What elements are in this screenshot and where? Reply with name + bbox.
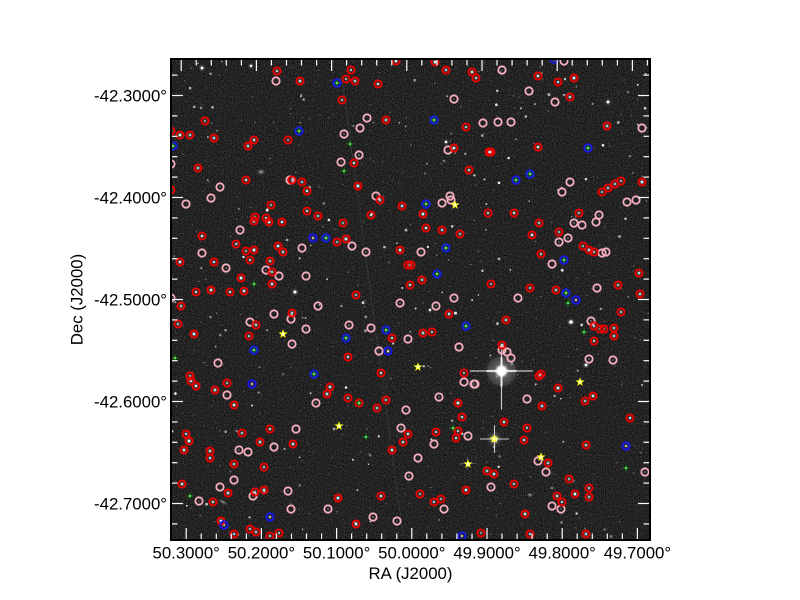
svg-text:-42.4000°: -42.4000° — [94, 189, 167, 208]
svg-text:-42.3000°: -42.3000° — [94, 87, 167, 106]
svg-text:50.3000°: 50.3000° — [153, 544, 220, 563]
svg-text:Dec (J2000): Dec (J2000) — [68, 254, 87, 345]
svg-text:50.0000°: 50.0000° — [378, 544, 445, 563]
svg-text:-42.5000°: -42.5000° — [94, 291, 167, 310]
svg-text:-42.6000°: -42.6000° — [94, 393, 167, 412]
svg-text:RA (J2000): RA (J2000) — [369, 564, 453, 583]
svg-text:49.7000°: 49.7000° — [604, 544, 671, 563]
svg-text:-42.7000°: -42.7000° — [94, 495, 167, 514]
svg-text:49.8000°: 49.8000° — [529, 544, 596, 563]
svg-text:50.2000°: 50.2000° — [228, 544, 295, 563]
svg-text:50.1000°: 50.1000° — [303, 544, 370, 563]
svg-text:49.9000°: 49.9000° — [453, 544, 520, 563]
